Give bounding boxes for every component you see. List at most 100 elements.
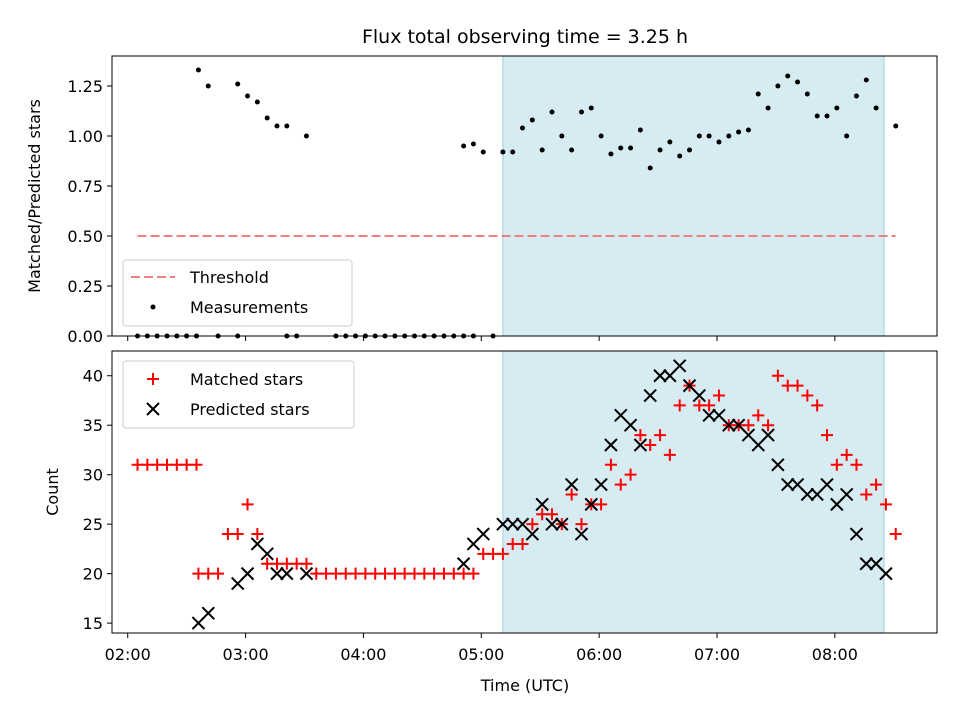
predicted-star-point — [623, 418, 638, 432]
top-plot-frame — [111, 55, 938, 337]
predicted-star-point — [820, 477, 834, 492]
predicted-star-point — [299, 566, 314, 581]
matched-star-point — [821, 429, 833, 442]
measurement-point — [549, 109, 555, 115]
matched-star-point — [860, 488, 873, 501]
matched-star-point — [644, 439, 657, 451]
top-x-ticks — [127, 336, 836, 341]
matched-star-point — [212, 567, 225, 580]
bottom-legend: Matched stars Predicted stars — [122, 360, 355, 429]
y-tick-label: 0.00 — [67, 327, 103, 346]
predicted-star-point — [653, 369, 667, 383]
measurement-point — [559, 133, 565, 139]
top-panel: 0.00 0.25 0.50 0.75 1.00 1.25 Matched/Predict… — [25, 55, 938, 346]
measurement-point — [745, 127, 751, 133]
matched-star-point — [830, 458, 843, 471]
measurement-point — [736, 129, 742, 135]
matched-star-point — [850, 458, 863, 471]
measurement-point — [863, 77, 869, 83]
matched-star-point — [771, 369, 784, 382]
y-tick-label: 1.00 — [67, 127, 103, 146]
predicted-star-point — [722, 418, 736, 432]
matched-star-point — [654, 429, 667, 442]
top-y-axis-label: Matched/Predicted stars — [25, 99, 44, 293]
measurement-point — [274, 123, 280, 129]
y-tick-label: 40 — [83, 367, 103, 386]
measurement-point — [667, 139, 673, 145]
predicted-star-point — [260, 547, 274, 561]
measurement-point — [245, 93, 251, 99]
measurement-point — [539, 147, 545, 153]
matched-star-point — [526, 518, 539, 531]
x-tick-label: 07:00 — [694, 645, 740, 664]
predicted-star-point — [849, 527, 864, 541]
legend-predicted-label: Predicted stars — [190, 400, 310, 419]
measurement-point — [726, 133, 732, 139]
matched-star-point — [801, 389, 814, 402]
predicted-star-point — [800, 487, 815, 502]
x-tick-label: 08:00 — [812, 645, 858, 664]
predicted-star-point — [584, 497, 598, 512]
predicted-star-point — [692, 388, 707, 403]
measurement-point — [647, 165, 653, 171]
matched-star-point — [241, 498, 254, 511]
measurement-point — [775, 83, 781, 89]
matched-star-point — [496, 547, 509, 560]
predicted-star-point — [672, 359, 687, 373]
measurement-point — [706, 133, 712, 139]
matched-star-point — [791, 379, 804, 392]
matched-star-point — [546, 508, 558, 521]
measurement-point — [303, 133, 309, 139]
measurement-point — [657, 147, 663, 153]
measurement-point — [677, 153, 683, 159]
predicted-star-point — [525, 527, 540, 541]
matched-star-point — [634, 429, 647, 442]
matched-star-point — [752, 409, 765, 422]
matched-star-point — [467, 567, 480, 580]
matched-star-point — [879, 498, 892, 511]
measurement-point — [824, 113, 830, 119]
predicted-star-point — [496, 517, 510, 531]
x-tick-label: 03:00 — [223, 645, 269, 664]
matched-star-point — [870, 478, 883, 491]
predicted-star-point — [643, 388, 657, 403]
y-tick-label: 35 — [83, 416, 103, 435]
predicted-star-point — [839, 487, 854, 502]
matched-star-point — [251, 528, 264, 541]
measurement-point — [235, 81, 241, 87]
measurement-point — [844, 133, 850, 139]
legend-predicted-swatch — [146, 402, 160, 416]
top-legend: Threshold Measurements — [122, 259, 353, 327]
observing-window-shade — [502, 55, 885, 337]
measurement-point — [598, 133, 604, 139]
measurement-point — [520, 125, 526, 131]
matched-star-point — [663, 448, 676, 461]
predicted-star-point — [781, 477, 795, 492]
y-tick-label: 0.50 — [67, 227, 103, 246]
matched-star-point — [840, 448, 853, 461]
matched-star-point — [190, 458, 203, 471]
measurement-point — [785, 73, 791, 79]
x-tick-label: 04:00 — [340, 645, 386, 664]
y-tick-label: 25 — [83, 515, 103, 534]
legend-threshold-label: Threshold — [189, 268, 269, 287]
predicted-star-point — [280, 566, 294, 581]
measurement-point — [637, 127, 643, 133]
y-tick-label: 30 — [83, 466, 103, 485]
measurement-point — [893, 123, 899, 129]
predicted-star-point — [859, 557, 873, 571]
matched-star-point — [595, 498, 608, 511]
measurement-point — [470, 141, 476, 147]
y-tick-label: 0.75 — [67, 177, 103, 196]
measurement-point — [755, 91, 761, 97]
predicted-star-point — [201, 606, 215, 620]
matched-star-point — [614, 478, 627, 491]
matched-star-point — [673, 399, 686, 412]
measurement-point — [480, 149, 486, 155]
measurement-point — [687, 147, 692, 153]
matched-star-point — [762, 419, 775, 432]
measurement-point — [853, 93, 859, 99]
bottom-y-axis-label: Count — [43, 468, 62, 516]
predicted-star-point — [476, 527, 490, 541]
